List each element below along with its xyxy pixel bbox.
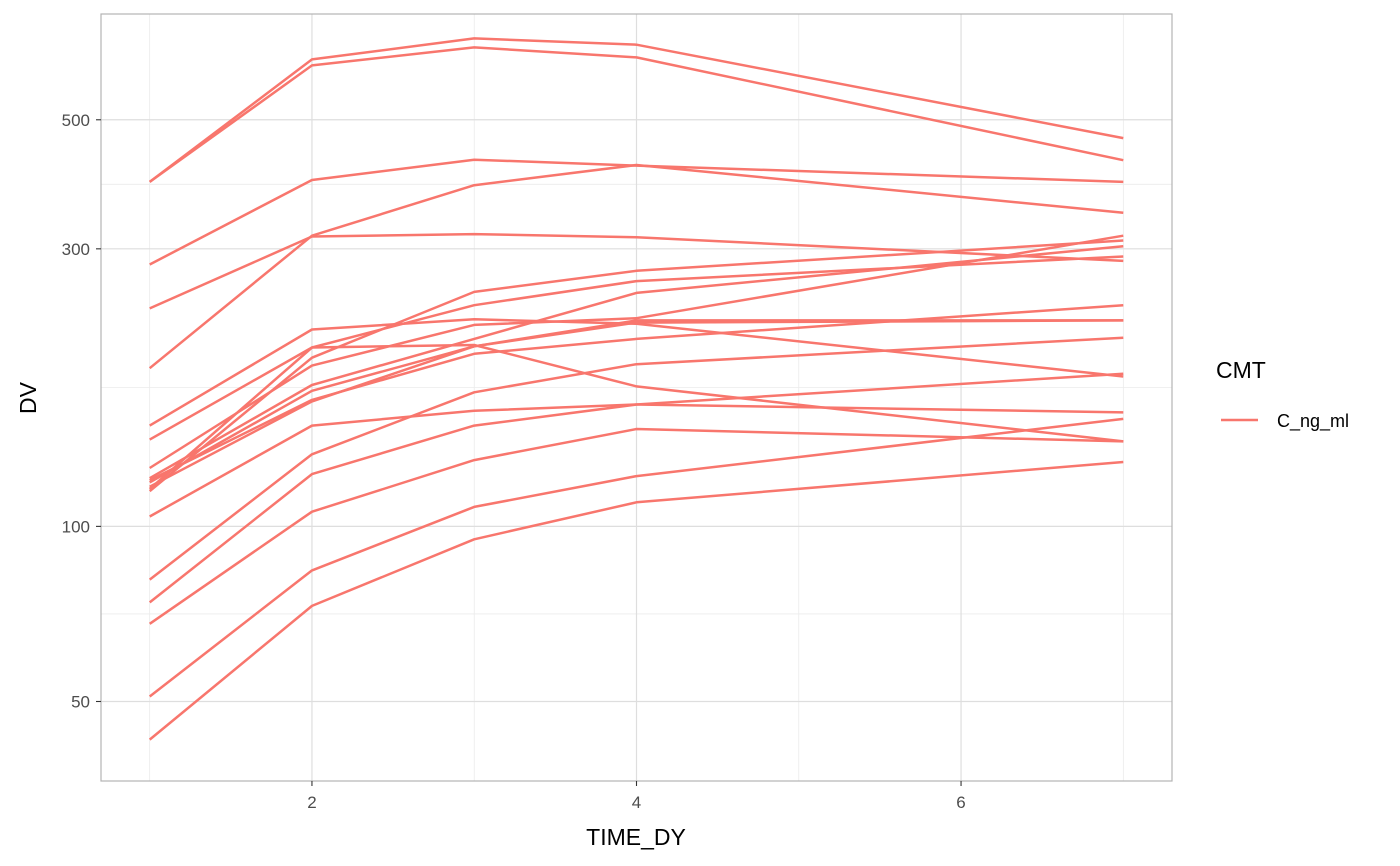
series-lines (148, 37, 1124, 741)
legend-label: C_ng_ml (1277, 411, 1349, 432)
series-line-13 (148, 255, 1124, 490)
series-line-15 (149, 403, 1124, 518)
legend-entries: C_ng_ml (1221, 411, 1349, 432)
legend-title: CMT (1216, 357, 1266, 383)
y-axis-ticks: 50 100 300 500 (62, 111, 101, 711)
x-axis-title: TIME_DY (586, 824, 686, 850)
y-tick-label: 100 (62, 517, 90, 536)
series-line-14 (148, 239, 1124, 493)
x-axis-ticks: 2 4 6 (307, 781, 966, 812)
series-line-19 (148, 417, 1124, 698)
series-line-12 (149, 319, 1124, 488)
series-line-6 (149, 318, 1124, 427)
y-tick-label: 300 (62, 240, 90, 259)
x-tick-label: 6 (956, 793, 965, 812)
legend: CMT C_ng_ml (1216, 357, 1349, 432)
y-axis-title: DV (15, 381, 41, 414)
series-line-3 (149, 158, 1124, 266)
series-line-20 (148, 460, 1124, 741)
series-line-17 (148, 372, 1124, 604)
series-line-4 (149, 232, 1124, 310)
series-line-5 (148, 163, 1124, 370)
series-line-2 (148, 46, 1124, 183)
y-tick-label: 500 (62, 111, 90, 130)
series-line-7 (149, 343, 1124, 443)
series-line-1 (148, 37, 1124, 183)
series-line-10 (149, 303, 1124, 482)
series-line-16 (148, 336, 1124, 581)
x-tick-label: 2 (307, 793, 316, 812)
y-tick-label: 50 (71, 692, 90, 711)
series-line-18 (148, 427, 1124, 625)
x-tick-label: 4 (632, 793, 641, 812)
series-line-9 (149, 245, 1124, 480)
grid-major (101, 14, 1172, 781)
series-line-8 (149, 234, 1124, 470)
